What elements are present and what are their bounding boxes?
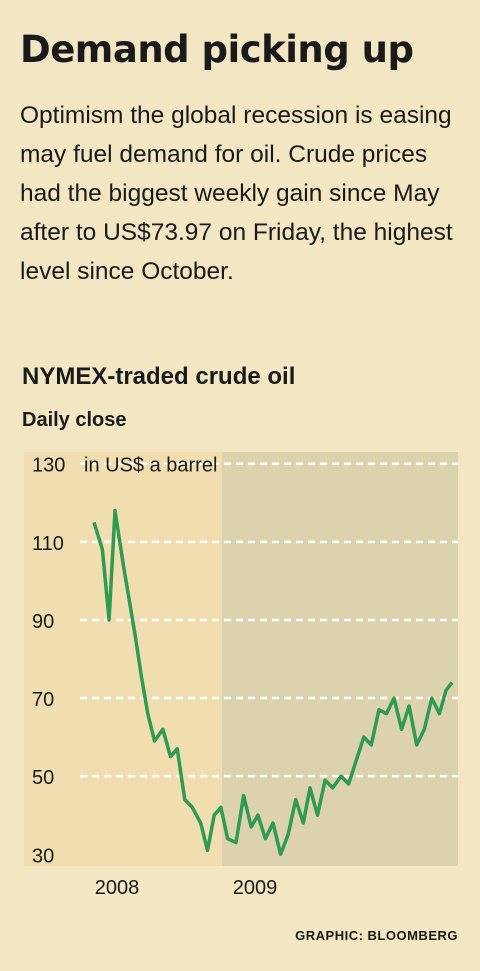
chart-title: NYMEX-traded crude oil <box>22 363 296 390</box>
x-tick-label: 2009 <box>233 877 278 899</box>
chart-subtitle: Daily close <box>22 409 127 431</box>
summary-text: Optimism the global recession is easing … <box>20 102 453 285</box>
unit-label: in US$ a barrel <box>84 455 217 477</box>
y-axis: 30 50 70 90 110 130 <box>32 455 65 868</box>
y-tick-label: 70 <box>32 689 54 711</box>
y-tick-label: 110 <box>32 533 64 555</box>
plot-region-2008 <box>24 452 222 866</box>
plot-region-2009 <box>222 452 458 866</box>
y-tick-label: 30 <box>32 845 54 867</box>
price-line <box>92 508 454 857</box>
x-axis: 2008 2009 <box>95 877 278 899</box>
source-credit: GRAPHIC: BLOOMBERG <box>295 928 458 943</box>
y-tick-label: 130 <box>32 455 65 477</box>
headline: Demand picking up <box>20 28 414 71</box>
x-tick-label: 2008 <box>95 877 140 899</box>
y-tick-label: 50 <box>32 767 54 789</box>
y-tick-label: 90 <box>32 611 54 633</box>
